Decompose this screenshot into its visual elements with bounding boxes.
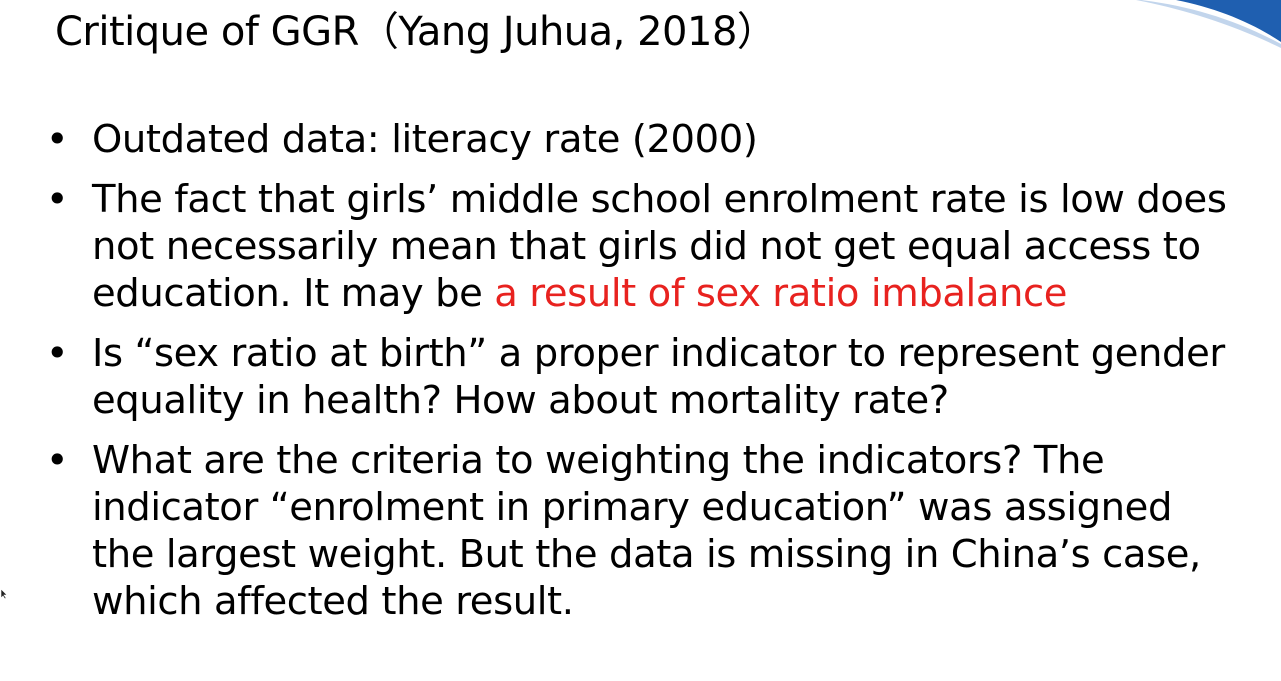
bullet-dot-icon: • bbox=[45, 117, 69, 162]
bullet-text: The fact that girls’ middle school enrol… bbox=[92, 177, 1227, 316]
bullet-dot-icon: • bbox=[45, 438, 69, 483]
corner-decoration bbox=[1136, 0, 1281, 48]
highlighted-text: a result of sex ratio imbalance bbox=[494, 271, 1068, 316]
bullet-item: • Outdated data: literacy rate (2000) bbox=[46, 116, 1232, 163]
bullet-item: • Is “sex ratio at birth” a proper indic… bbox=[46, 330, 1232, 424]
bullet-text: Outdated data: literacy rate (2000) bbox=[92, 117, 758, 162]
bullet-item: • What are the criteria to weighting the… bbox=[46, 437, 1232, 625]
bullet-dot-icon: • bbox=[45, 177, 69, 222]
bullet-dot-icon: • bbox=[45, 331, 69, 376]
bullet-list: • Outdated data: literacy rate (2000) • … bbox=[46, 116, 1232, 638]
slide-title: Critique of GGR（Yang Juhua, 2018） bbox=[55, 9, 777, 55]
bullet-text: Is “sex ratio at birth” a proper indicat… bbox=[92, 331, 1225, 423]
bullet-item: • The fact that girls’ middle school enr… bbox=[46, 176, 1232, 317]
mouse-pointer-icon bbox=[0, 588, 8, 600]
bullet-text: What are the criteria to weighting the i… bbox=[92, 438, 1201, 624]
